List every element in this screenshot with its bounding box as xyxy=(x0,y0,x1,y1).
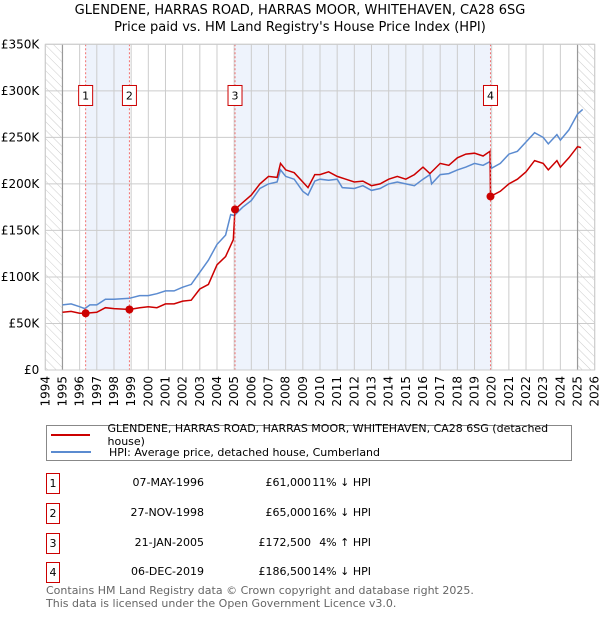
sale-point xyxy=(486,192,495,201)
x-tick-label: 1994 xyxy=(38,376,52,407)
x-tick-label: 2026 xyxy=(588,376,600,407)
x-tick-label: 2010 xyxy=(313,376,327,407)
transaction-hpi-diff: 4% ↑ HPI xyxy=(319,536,371,549)
x-tick-label: 2009 xyxy=(296,376,310,407)
shaded-period xyxy=(235,44,491,371)
x-tick-label: 2017 xyxy=(433,376,447,407)
transaction-number: 3 xyxy=(46,533,60,554)
transaction-price: £65,000 xyxy=(265,506,312,519)
transaction-date: 21-JAN-2005 xyxy=(134,536,204,549)
legend-item-property: GLENDENE, HARRAS ROAD, HARRAS MOOR, WHIT… xyxy=(51,422,571,448)
x-tick-label: 2000 xyxy=(141,376,155,407)
sale-marker-box xyxy=(482,84,498,106)
x-tick-label: 1996 xyxy=(73,376,87,407)
legend-swatch-hpi xyxy=(51,451,91,453)
transaction-hpi-diff: 14% ↓ HPI xyxy=(312,565,371,578)
sale-point xyxy=(81,309,90,318)
transaction-price: £186,500 xyxy=(258,565,312,578)
x-tick-label: 2021 xyxy=(502,376,516,407)
sale-point xyxy=(231,205,240,214)
x-tick-label: 1999 xyxy=(124,376,138,407)
x-tick-label: 2001 xyxy=(158,376,172,407)
sale-marker-number: 4 xyxy=(487,89,494,102)
x-tick-label: 2002 xyxy=(176,376,190,407)
x-tick-label: 2005 xyxy=(227,376,241,407)
x-tick-label: 2020 xyxy=(485,376,499,407)
sale-marker-number: 1 xyxy=(82,89,89,102)
transaction-date: 06-DEC-2019 xyxy=(130,565,204,578)
legend: GLENDENE, HARRAS ROAD, HARRAS MOOR, WHIT… xyxy=(46,422,572,461)
transaction-date: 27-NOV-1998 xyxy=(130,506,204,519)
legend-item-hpi: HPI: Average price, detached house, Cumb… xyxy=(51,444,380,460)
sale-marker-box xyxy=(121,84,137,106)
transaction-row: 4 06-DEC-2019 £186,500 14% ↓ HPI xyxy=(46,562,466,584)
legend-swatch-property xyxy=(51,434,90,436)
x-tick-label: 2024 xyxy=(553,376,567,407)
transaction-price: £172,500 xyxy=(258,536,312,549)
y-tick-label: £200K xyxy=(1,177,41,191)
footer: Contains HM Land Registry data © Crown c… xyxy=(46,584,474,610)
transaction-date: 07-MAY-1996 xyxy=(132,476,204,489)
y-tick-label: £0 xyxy=(24,363,39,377)
x-tick-label: 2023 xyxy=(536,376,550,407)
sale-marker-number: 2 xyxy=(126,89,133,102)
series-line-property xyxy=(62,145,582,314)
transaction-number: 1 xyxy=(46,473,60,494)
plot-border xyxy=(44,43,596,371)
transaction-row: 1 07-MAY-1996 £61,000 11% ↓ HPI xyxy=(46,473,466,495)
transaction-row: 3 21-JAN-2005 £172,500 4% ↑ HPI xyxy=(46,533,466,555)
x-tick-label: 2004 xyxy=(210,376,224,407)
transaction-row: 2 27-NOV-1998 £65,000 16% ↓ HPI xyxy=(46,503,466,525)
y-tick-label: £50K xyxy=(9,316,41,330)
chart-title: GLENDENE, HARRAS ROAD, HARRAS MOOR, WHIT… xyxy=(74,3,526,18)
footer-copyright: Contains HM Land Registry data © Crown c… xyxy=(46,584,474,597)
transaction-number: 2 xyxy=(46,503,60,524)
legend-label-property: GLENDENE, HARRAS ROAD, HARRAS MOOR, WHIT… xyxy=(107,422,549,448)
x-tick-label: 1997 xyxy=(90,376,104,407)
legend-label-hpi: HPI: Average price, detached house, Cumb… xyxy=(109,445,381,459)
y-tick-label: £100K xyxy=(1,270,41,284)
x-tick-label: 2006 xyxy=(244,376,258,407)
series-line-hpi xyxy=(62,108,584,310)
x-tick-label: 2007 xyxy=(261,376,275,407)
x-tick-label: 2025 xyxy=(571,376,585,407)
sale-point xyxy=(125,305,134,314)
x-tick-label: 2015 xyxy=(399,376,413,407)
y-tick-label: £350K xyxy=(1,37,41,51)
hatched-region-before xyxy=(45,44,63,371)
transaction-hpi-diff: 11% ↓ HPI xyxy=(312,476,371,489)
x-tick-label: 2016 xyxy=(416,376,430,407)
transaction-price: £61,000 xyxy=(265,476,312,489)
transaction-number: 4 xyxy=(46,562,60,583)
y-tick-label: £150K xyxy=(1,223,41,237)
transaction-hpi-diff: 16% ↓ HPI xyxy=(312,506,371,519)
x-tick-label: 2018 xyxy=(450,376,464,407)
y-tick-label: £250K xyxy=(1,130,41,144)
sale-marker-number: 3 xyxy=(232,89,239,102)
x-tick-label: 2008 xyxy=(279,376,293,407)
y-tick-label: £300K xyxy=(1,84,41,98)
x-tick-label: 2022 xyxy=(519,376,533,407)
hatched-region-after xyxy=(577,44,595,371)
x-tick-label: 2003 xyxy=(193,376,207,407)
x-tick-label: 2011 xyxy=(330,376,344,407)
x-tick-label: 1998 xyxy=(107,376,121,407)
sale-marker-box xyxy=(227,84,243,106)
footer-licence: This data is licensed under the Open Gov… xyxy=(46,597,397,610)
sale-marker-box xyxy=(78,84,94,106)
x-tick-label: 1995 xyxy=(55,376,69,407)
price-chart: 1 2 3 4 1994 1995 1996 1997 1998 1999 2000 2001 2002… xyxy=(1,37,600,407)
x-tick-label: 2012 xyxy=(347,376,361,407)
chart-subtitle: Price paid vs. HM Land Registry's House … xyxy=(114,20,486,35)
x-tick-label: 2014 xyxy=(382,376,396,407)
x-tick-label: 2019 xyxy=(468,376,482,407)
x-tick-label: 2013 xyxy=(365,376,379,407)
